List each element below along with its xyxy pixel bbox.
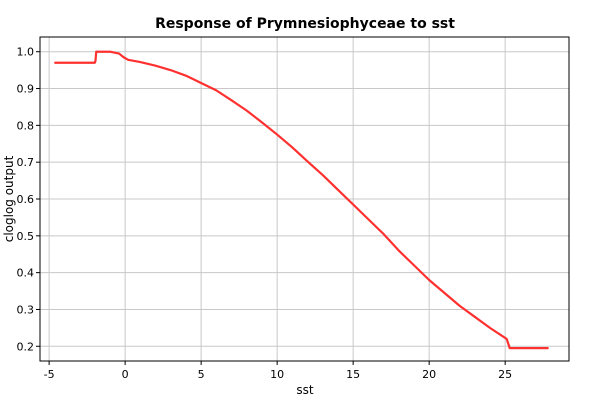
y-tick-label: 0.4 [17,267,35,280]
y-axis: 0.2 0.3 0.4 0.5 0.6 0.7 0.8 0.9 1.0 [17,46,40,353]
y-tick-label: 0.3 [17,303,35,316]
x-tick-label: 20 [422,368,436,381]
y-tick-label: 0.6 [17,193,35,206]
x-tick-label: -5 [44,368,55,381]
y-tick-label: 0.7 [17,156,35,169]
y-tick-label: 0.2 [17,340,35,353]
x-tick-label: 15 [346,368,360,381]
chart-title: Response of Prymnesiophyceae to sst [155,16,455,32]
x-axis-title: sst [296,383,314,397]
x-axis: -5 0 5 10 15 20 25 [44,361,512,381]
grid [40,37,569,361]
x-tick-label: 0 [122,368,129,381]
x-tick-label: 25 [498,368,512,381]
y-axis-title: cloglog output [2,155,16,242]
x-tick-label: 10 [270,368,284,381]
y-tick-label: 1.0 [17,46,35,59]
y-tick-label: 0.5 [17,230,35,243]
series-line [54,50,549,350]
x-tick-label: 5 [198,368,205,381]
series-layer [54,50,549,350]
y-tick-label: 0.9 [17,83,35,96]
y-tick-label: 0.8 [17,119,35,132]
